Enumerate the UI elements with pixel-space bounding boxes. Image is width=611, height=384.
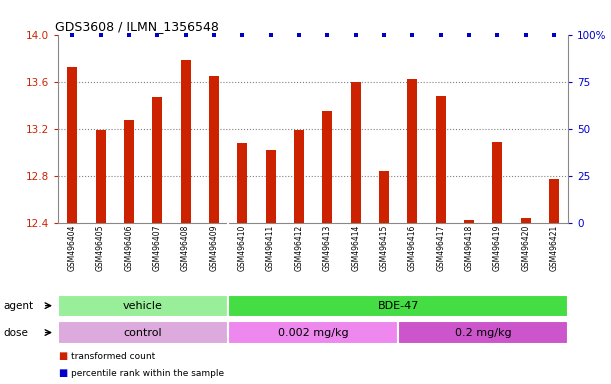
Text: GSM496409: GSM496409 bbox=[210, 225, 219, 271]
Bar bbox=[549, 179, 559, 223]
Bar bbox=[228, 295, 568, 317]
Text: control: control bbox=[124, 328, 163, 338]
Bar bbox=[67, 68, 77, 223]
Bar bbox=[379, 171, 389, 223]
Bar bbox=[351, 82, 360, 223]
Bar bbox=[228, 321, 398, 344]
Bar bbox=[124, 121, 134, 223]
Bar bbox=[58, 321, 228, 344]
Text: GSM496410: GSM496410 bbox=[238, 225, 247, 271]
Bar bbox=[408, 79, 417, 223]
Text: GSM496415: GSM496415 bbox=[379, 225, 389, 271]
Text: GSM496407: GSM496407 bbox=[153, 225, 162, 271]
Bar bbox=[152, 97, 162, 223]
Text: GSM496419: GSM496419 bbox=[493, 225, 502, 271]
Text: dose: dose bbox=[3, 328, 28, 338]
Text: GSM496404: GSM496404 bbox=[68, 225, 77, 271]
Text: transformed count: transformed count bbox=[71, 352, 156, 361]
Text: vehicle: vehicle bbox=[123, 301, 163, 311]
Bar bbox=[181, 60, 191, 223]
Bar bbox=[209, 76, 219, 223]
Text: GSM496413: GSM496413 bbox=[323, 225, 332, 271]
Bar bbox=[95, 130, 106, 223]
Text: GSM496412: GSM496412 bbox=[295, 225, 304, 271]
Text: GSM496411: GSM496411 bbox=[266, 225, 275, 271]
Bar bbox=[58, 295, 228, 317]
Text: BDE-47: BDE-47 bbox=[378, 301, 419, 311]
Bar bbox=[492, 142, 502, 223]
Bar bbox=[294, 130, 304, 223]
Text: GSM496408: GSM496408 bbox=[181, 225, 190, 271]
Text: 0.2 mg/kg: 0.2 mg/kg bbox=[455, 328, 511, 338]
Text: 0.002 mg/kg: 0.002 mg/kg bbox=[278, 328, 348, 338]
Bar bbox=[237, 143, 247, 223]
Bar bbox=[464, 220, 474, 223]
Text: agent: agent bbox=[3, 301, 33, 311]
Text: ■: ■ bbox=[58, 351, 67, 361]
Bar bbox=[398, 321, 568, 344]
Text: GSM496421: GSM496421 bbox=[549, 225, 558, 271]
Text: GSM496405: GSM496405 bbox=[96, 225, 105, 271]
Text: GSM496417: GSM496417 bbox=[436, 225, 445, 271]
Text: percentile rank within the sample: percentile rank within the sample bbox=[71, 369, 225, 378]
Text: GSM496406: GSM496406 bbox=[125, 225, 133, 271]
Text: GDS3608 / ILMN_1356548: GDS3608 / ILMN_1356548 bbox=[56, 20, 219, 33]
Bar bbox=[521, 218, 531, 223]
Text: ■: ■ bbox=[58, 368, 67, 378]
Bar bbox=[323, 111, 332, 223]
Bar bbox=[266, 150, 276, 223]
Text: GSM496418: GSM496418 bbox=[464, 225, 474, 271]
Text: GSM496420: GSM496420 bbox=[521, 225, 530, 271]
Text: GSM496414: GSM496414 bbox=[351, 225, 360, 271]
Text: GSM496416: GSM496416 bbox=[408, 225, 417, 271]
Bar bbox=[436, 96, 445, 223]
